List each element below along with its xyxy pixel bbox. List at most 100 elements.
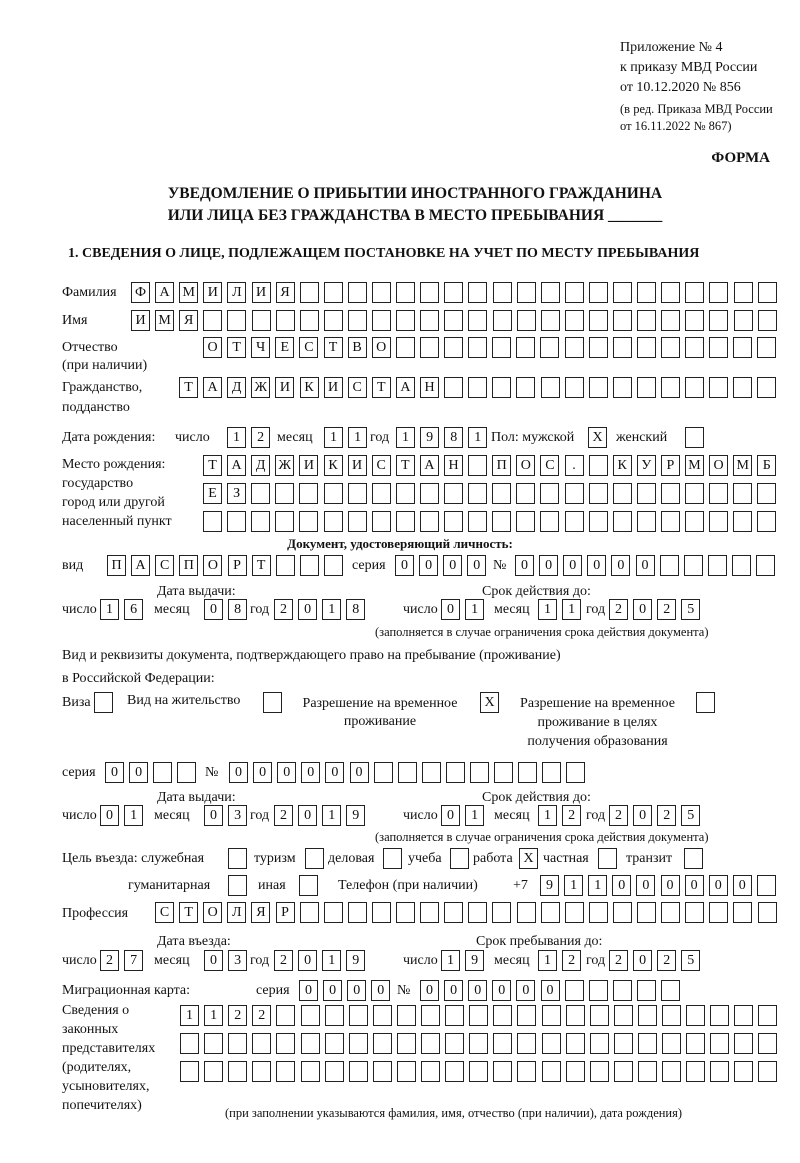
birthplace3-char-box[interactable] [203, 511, 222, 532]
surname-char-box[interactable] [588, 282, 608, 303]
patronymic-char-box[interactable] [540, 337, 560, 358]
reps2-char-box[interactable] [758, 1033, 778, 1054]
mc-number-char-box[interactable] [612, 980, 632, 1001]
birthplace2-char-box[interactable] [395, 483, 415, 504]
birthplace1-char-box[interactable]: К [323, 455, 343, 476]
reps2-char-box[interactable] [204, 1033, 224, 1054]
profession-char-box[interactable] [588, 902, 608, 923]
stay-series-char-box[interactable]: 0 [129, 762, 149, 783]
doc-number-char-box[interactable] [659, 555, 679, 576]
citizenship-char-box[interactable]: Ж [251, 377, 271, 398]
birthplace1-char-box[interactable]: О [709, 455, 729, 476]
doc-valid-month-char-box[interactable]: 1 [538, 599, 557, 620]
reps1-char-box[interactable] [493, 1005, 513, 1026]
birthplace3-char-box[interactable] [395, 511, 415, 532]
reps3-char-box[interactable] [396, 1061, 416, 1082]
reps2-char-box[interactable] [300, 1033, 320, 1054]
birthplace1-char-box[interactable]: О [516, 455, 536, 476]
surname-char-box[interactable] [733, 282, 753, 303]
birthplace2-char-box[interactable] [444, 483, 463, 504]
birthplace1-char-box[interactable] [588, 455, 608, 476]
purpose-service-char-box[interactable] [228, 848, 247, 869]
citizenship-char-box[interactable]: А [203, 377, 223, 398]
phone-char-box[interactable] [756, 875, 776, 896]
phone-char-box[interactable]: 1 [588, 875, 608, 896]
reps2-char-box[interactable] [565, 1033, 585, 1054]
citizenship-char-box[interactable]: Т [371, 377, 391, 398]
birthplace1-char-box[interactable]: И [299, 455, 319, 476]
doc-issue-year-char-box[interactable]: 0 [298, 599, 318, 620]
birthplace1-char-box[interactable]: П [492, 455, 512, 476]
doc-issue-day-char-box[interactable]: 1 [100, 599, 119, 620]
profession-char-box[interactable] [637, 902, 656, 923]
patronymic-char-box[interactable] [660, 337, 680, 358]
reps2-char-box[interactable] [276, 1033, 296, 1054]
birthplace2-char-box[interactable] [709, 483, 729, 504]
surname-char-box[interactable] [757, 282, 777, 303]
reps3-char-box[interactable] [517, 1061, 537, 1082]
residence-char-box[interactable] [263, 692, 282, 713]
reps2-char-box[interactable] [348, 1033, 368, 1054]
purpose-private-char-box[interactable] [598, 848, 617, 869]
patronymic-char-box[interactable] [564, 337, 584, 358]
reps3-char-box[interactable] [686, 1061, 706, 1082]
birthplace3-char-box[interactable] [444, 511, 463, 532]
reps2-char-box[interactable] [637, 1033, 657, 1054]
until-year-char-box[interactable]: 2 [657, 950, 677, 971]
reps2-char-box[interactable] [517, 1033, 537, 1054]
reps3-char-box[interactable] [180, 1061, 199, 1082]
citizenship-char-box[interactable]: А [395, 377, 415, 398]
reps3-char-box[interactable] [252, 1061, 272, 1082]
birthplace1-char-box[interactable]: Н [444, 455, 463, 476]
birthplace3-char-box[interactable] [371, 511, 391, 532]
name-char-box[interactable] [757, 310, 777, 331]
doc-number-char-box[interactable]: 0 [635, 555, 655, 576]
surname-char-box[interactable] [661, 282, 681, 303]
surname-char-box[interactable] [709, 282, 729, 303]
birthplace3-char-box[interactable] [492, 511, 512, 532]
reps3-char-box[interactable] [734, 1061, 754, 1082]
profession-char-box[interactable] [299, 902, 319, 923]
surname-char-box[interactable] [299, 282, 319, 303]
phone-char-box[interactable]: 1 [564, 875, 584, 896]
name-char-box[interactable]: Я [179, 310, 199, 331]
purpose-study-char-box[interactable] [450, 848, 469, 869]
doc-kind-char-box[interactable]: Т [251, 555, 271, 576]
name-char-box[interactable] [492, 310, 512, 331]
stay-number-char-box[interactable]: 0 [301, 762, 321, 783]
profession-char-box[interactable] [685, 902, 705, 923]
phone-char-box[interactable]: 0 [636, 875, 656, 896]
birthplace1-char-box[interactable]: С [540, 455, 560, 476]
until-month-char-box[interactable]: 2 [562, 950, 582, 971]
citizenship-char-box[interactable] [516, 377, 536, 398]
stay-issue-month-char-box[interactable]: 3 [228, 805, 248, 826]
name-char-box[interactable] [347, 310, 367, 331]
doc-valid-month-char-box[interactable]: 1 [562, 599, 582, 620]
reps1-char-box[interactable] [276, 1005, 296, 1026]
doc-issue-year-char-box[interactable]: 2 [274, 599, 293, 620]
doc-valid-day-char-box[interactable]: 1 [465, 599, 485, 620]
doc-number-char-box[interactable]: 0 [587, 555, 607, 576]
name-char-box[interactable] [613, 310, 632, 331]
reps1-char-box[interactable] [469, 1005, 489, 1026]
patronymic-char-box[interactable] [709, 337, 729, 358]
doc-number-char-box[interactable] [707, 555, 727, 576]
birthplace2-char-box[interactable] [492, 483, 512, 504]
birthplace3-char-box[interactable] [468, 511, 488, 532]
birthplace2-char-box[interactable] [323, 483, 343, 504]
birthplace1-char-box[interactable]: А [227, 455, 247, 476]
name-char-box[interactable] [251, 310, 271, 331]
patronymic-char-box[interactable] [516, 337, 536, 358]
phone-char-box[interactable]: 9 [540, 875, 559, 896]
birthplace1-char-box[interactable]: Б [757, 455, 777, 476]
birthplace3-char-box[interactable] [323, 511, 343, 532]
reps2-char-box[interactable] [372, 1033, 392, 1054]
reps2-char-box[interactable] [228, 1033, 248, 1054]
until-day-char-box[interactable]: 9 [465, 950, 485, 971]
birthplace3-char-box[interactable] [347, 511, 367, 532]
birthplace1-char-box[interactable]: М [685, 455, 704, 476]
birth-year-char-box[interactable]: 1 [396, 427, 415, 448]
patronymic-char-box[interactable] [468, 337, 488, 358]
stay-issue-day-char-box[interactable]: 0 [100, 805, 119, 826]
birthplace2-char-box[interactable] [636, 483, 656, 504]
